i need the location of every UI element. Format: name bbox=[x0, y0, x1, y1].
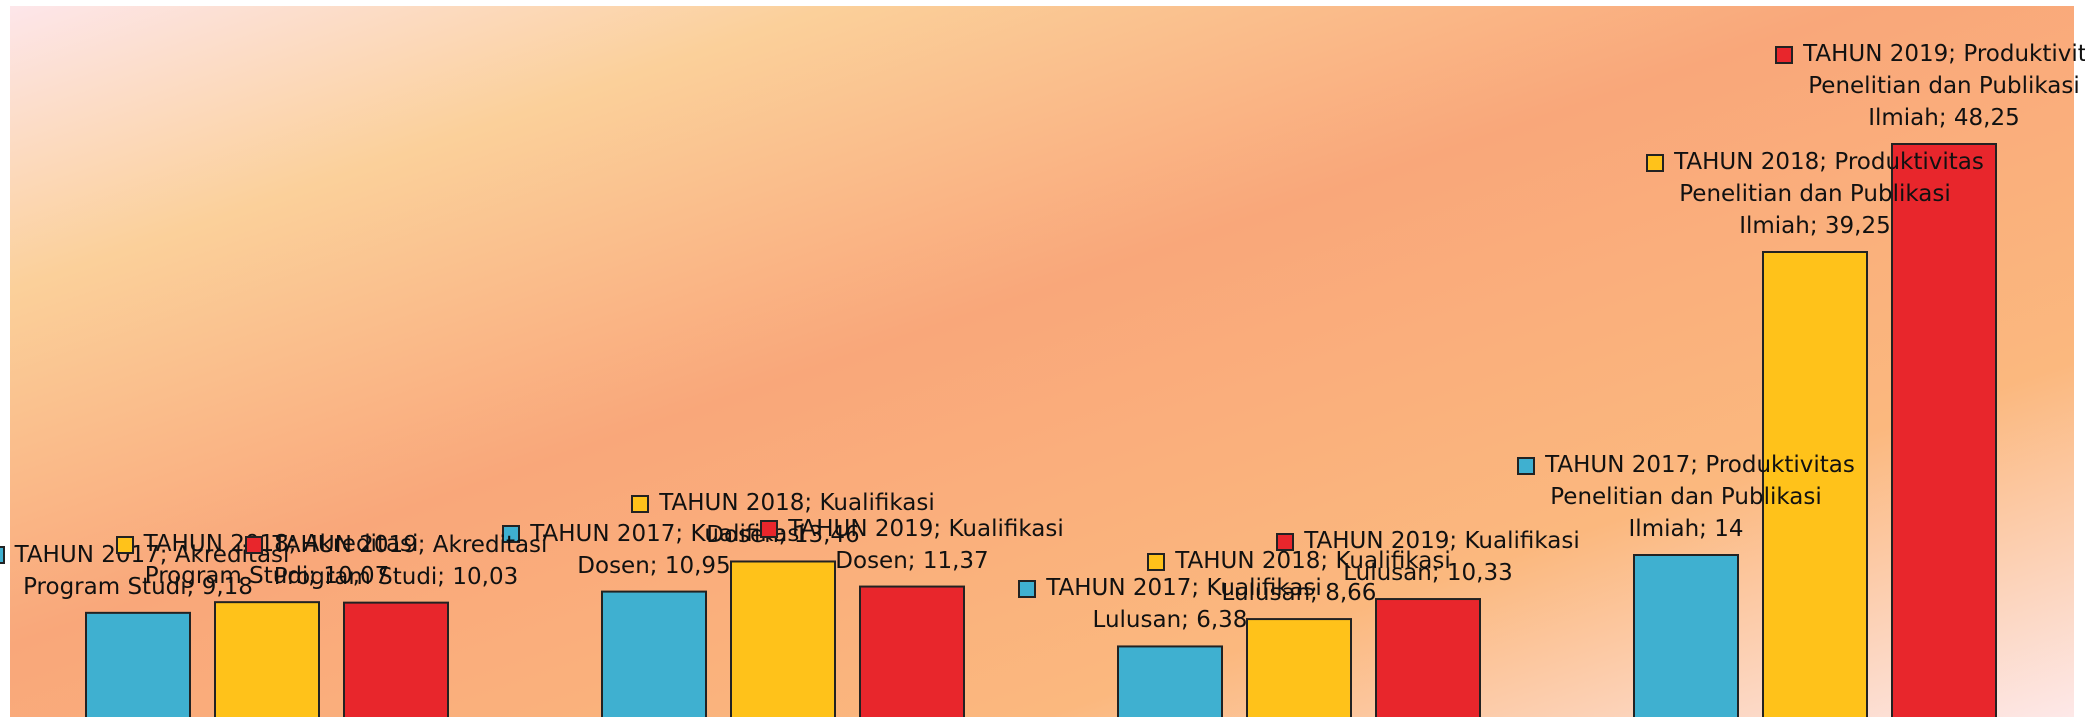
label-text: TAHUN 2018; Kualifikasi Dosen; 13,46 bbox=[659, 490, 935, 549]
label-text: TAHUN 2017; Produktivitas Penelitian dan… bbox=[1545, 452, 1855, 542]
bar bbox=[1375, 598, 1481, 717]
data-label: TAHUN 2017; Akreditasi Program Studi; 9,… bbox=[0, 539, 308, 603]
data-label: TAHUN 2019; Akreditasi Program Studi; 10… bbox=[226, 529, 566, 593]
bar bbox=[730, 560, 836, 717]
label-text: TAHUN 2017; Kualifikasi Lulusan; 6,38 bbox=[1046, 575, 1322, 634]
bar bbox=[1762, 251, 1868, 717]
label-marker bbox=[1018, 579, 1037, 598]
bar bbox=[1117, 645, 1223, 717]
label-marker bbox=[1517, 456, 1536, 475]
bar bbox=[85, 611, 191, 717]
label-text: TAHUN 2019; Kualifikasi Lulusan; 10,33 bbox=[1304, 528, 1580, 587]
label-marker bbox=[1147, 552, 1166, 571]
label-marker bbox=[115, 535, 134, 554]
data-label: TAHUN 2018; Akreditasi Program Studi; 10… bbox=[97, 528, 437, 592]
label-text: TAHUN 2017; Kualifikasi Dosen; 10,95 bbox=[530, 520, 806, 579]
data-label: TAHUN 2019; Produktivitas Penelitian dan… bbox=[1774, 38, 2085, 134]
data-label: TAHUN 2018; Produktivitas Penelitian dan… bbox=[1645, 146, 1985, 242]
label-marker bbox=[760, 520, 779, 539]
data-label: TAHUN 2018; Kualifikasi Dosen; 13,46 bbox=[613, 487, 953, 551]
bar bbox=[1891, 143, 1997, 717]
bar bbox=[1246, 618, 1352, 717]
label-marker bbox=[1775, 45, 1794, 64]
data-label: TAHUN 2018; Kualifikasi Lulusan; 8,66 bbox=[1129, 545, 1469, 609]
bar bbox=[214, 601, 320, 717]
label-marker bbox=[1646, 153, 1665, 172]
label-marker bbox=[502, 525, 521, 544]
label-text: TAHUN 2017; Akreditasi Program Studi; 9,… bbox=[14, 541, 290, 600]
label-text: TAHUN 2019; Kualifikasi Dosen; 11,37 bbox=[788, 515, 1064, 574]
label-marker bbox=[244, 536, 263, 555]
bar bbox=[343, 601, 449, 717]
label-text: TAHUN 2018; Produktivitas Penelitian dan… bbox=[1674, 149, 1984, 239]
label-marker bbox=[631, 494, 650, 513]
bar bbox=[859, 585, 965, 717]
data-label: TAHUN 2017; Produktivitas Penelitian dan… bbox=[1516, 449, 1856, 545]
data-label: TAHUN 2019; Kualifikasi Lulusan; 10,33 bbox=[1258, 525, 1598, 589]
bar bbox=[601, 590, 707, 717]
data-label: TAHUN 2019; Kualifikasi Dosen; 11,37 bbox=[742, 513, 1082, 577]
label-text: TAHUN 2019; Akreditasi Program Studi; 10… bbox=[272, 531, 548, 590]
bar bbox=[1633, 554, 1739, 717]
label-text: TAHUN 2018; Kualifikasi Lulusan; 8,66 bbox=[1175, 548, 1451, 607]
label-text: TAHUN 2018; Akreditasi Program Studi; 10… bbox=[143, 531, 419, 590]
label-marker bbox=[1276, 532, 1295, 551]
label-text: TAHUN 2019; Produktivitas Penelitian dan… bbox=[1803, 41, 2085, 131]
data-label: TAHUN 2017; Kualifikasi Dosen; 10,95 bbox=[484, 518, 824, 582]
data-label: TAHUN 2017; Kualifikasi Lulusan; 6,38 bbox=[1000, 572, 1340, 636]
label-marker bbox=[0, 546, 5, 565]
